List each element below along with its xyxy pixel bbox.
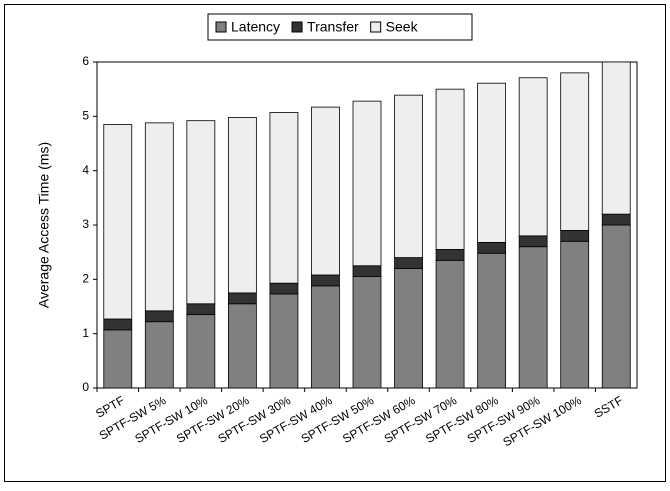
legend-swatch: [370, 21, 382, 33]
bar-segment: [394, 268, 423, 389]
legend-label: Seek: [386, 19, 419, 35]
bar-segment: [518, 77, 548, 237]
legend-label: Transfer: [307, 19, 359, 35]
bar-segment: [269, 112, 299, 284]
bar-segment: [144, 321, 174, 389]
bar-segment: [394, 94, 423, 258]
y-tick-label: 1: [82, 326, 89, 340]
bar-segment: [477, 82, 507, 243]
bar-segment: [518, 246, 548, 389]
y-tick-label: 2: [82, 272, 89, 286]
bar-segment: [227, 117, 257, 294]
bar-segment: [477, 241, 507, 254]
bar-segment: [601, 213, 631, 226]
bar-segment: [352, 265, 382, 278]
bar-segment: [477, 252, 507, 389]
bar-segment: [560, 240, 590, 389]
y-axis-label: Average Access Time (ms): [36, 142, 52, 308]
bar-segment: [103, 318, 133, 331]
bar-segment: [311, 274, 340, 287]
bar-segment: [186, 314, 216, 389]
bar-segment: [186, 303, 216, 316]
bar-segment: [311, 106, 340, 276]
y-tick-label: 5: [82, 109, 89, 123]
bar-segment: [227, 292, 257, 305]
bar-segment: [352, 276, 382, 389]
bar-segment: [435, 88, 465, 250]
bar-segment: [435, 259, 465, 389]
y-tick-label: 6: [82, 54, 89, 68]
bar-segment: [601, 61, 631, 215]
bar-segment: [144, 122, 174, 312]
bar-segment: [269, 293, 299, 389]
y-tick-label: 0: [82, 380, 89, 394]
y-tick-label: 4: [82, 163, 89, 177]
legend-box: [207, 13, 473, 41]
bar-segment: [352, 100, 382, 267]
bar-segment: [560, 72, 590, 231]
bar-segment: [103, 329, 133, 389]
y-tick-label: 3: [82, 217, 89, 231]
bar-segment: [435, 249, 465, 261]
bar-segment: [144, 310, 174, 323]
bar-segment: [518, 235, 548, 248]
bar-segment: [601, 224, 631, 389]
legend-swatch: [215, 21, 227, 33]
bar-segment: [227, 303, 257, 389]
legend-swatch: [291, 21, 303, 33]
bar-segment: [394, 257, 423, 269]
legend-label: Latency: [231, 19, 280, 35]
bar-segment: [560, 230, 590, 242]
bar-segment: [269, 282, 299, 295]
bar-segment: [103, 124, 133, 320]
bar-segment: [186, 120, 216, 305]
bar-segment: [311, 285, 340, 389]
